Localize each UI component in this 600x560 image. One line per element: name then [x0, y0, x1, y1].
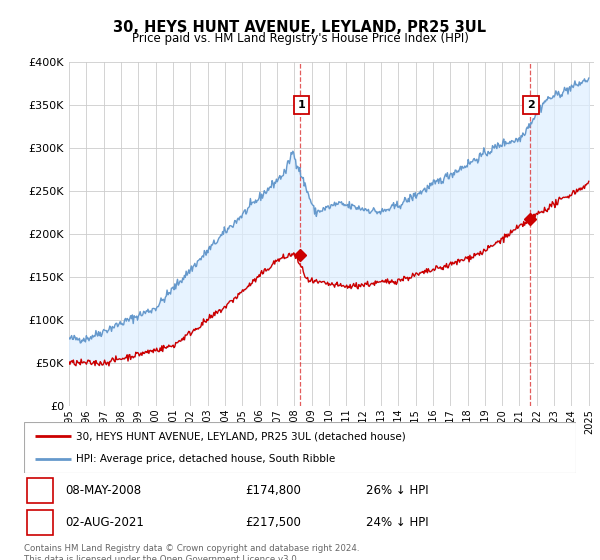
Text: Contains HM Land Registry data © Crown copyright and database right 2024.
This d: Contains HM Land Registry data © Crown c… [24, 544, 359, 560]
Text: 08-MAY-2008: 08-MAY-2008 [65, 484, 142, 497]
Text: 26% ↓ HPI: 26% ↓ HPI [366, 484, 429, 497]
Text: 2: 2 [527, 100, 535, 110]
FancyBboxPatch shape [24, 422, 576, 473]
Text: 1: 1 [298, 100, 305, 110]
Text: £217,500: £217,500 [245, 516, 301, 529]
Text: 24% ↓ HPI: 24% ↓ HPI [366, 516, 429, 529]
Text: £174,800: £174,800 [245, 484, 301, 497]
FancyBboxPatch shape [27, 478, 53, 503]
Text: 1: 1 [36, 484, 44, 497]
Text: 02-AUG-2021: 02-AUG-2021 [65, 516, 144, 529]
Text: Price paid vs. HM Land Registry's House Price Index (HPI): Price paid vs. HM Land Registry's House … [131, 32, 469, 45]
FancyBboxPatch shape [27, 510, 53, 535]
Text: 2: 2 [36, 516, 44, 529]
Text: HPI: Average price, detached house, South Ribble: HPI: Average price, detached house, Sout… [76, 454, 335, 464]
Text: 30, HEYS HUNT AVENUE, LEYLAND, PR25 3UL: 30, HEYS HUNT AVENUE, LEYLAND, PR25 3UL [113, 20, 487, 35]
Text: 30, HEYS HUNT AVENUE, LEYLAND, PR25 3UL (detached house): 30, HEYS HUNT AVENUE, LEYLAND, PR25 3UL … [76, 431, 406, 441]
